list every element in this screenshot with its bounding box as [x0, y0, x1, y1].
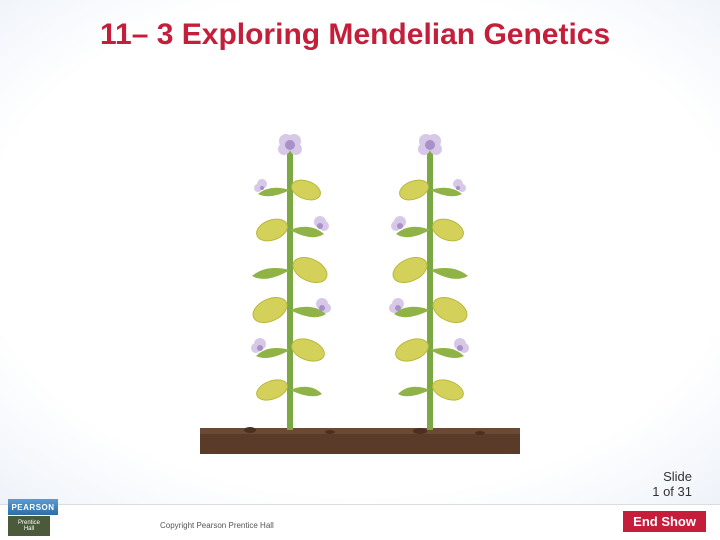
slide-title: 11– 3 Exploring Mendelian Genetics: [100, 18, 660, 53]
slide-counter-value: 1 of 31: [652, 484, 692, 500]
footer-bar: PEARSON Prentice Hall Copyright Pearson …: [0, 504, 720, 540]
pearson-logo: PEARSON: [8, 499, 58, 515]
publisher-logo: PEARSON Prentice Hall: [8, 499, 58, 536]
title-area: 11– 3 Exploring Mendelian Genetics: [100, 18, 660, 53]
end-show-button[interactable]: End Show: [623, 511, 706, 532]
prentice-label-2: Hall: [24, 526, 34, 532]
pea-plant-illustration: [180, 110, 540, 460]
prentice-hall-logo: Prentice Hall: [8, 516, 50, 536]
pea-plants-svg: [180, 110, 540, 460]
slide-counter: Slide 1 of 31: [652, 469, 692, 500]
slide-counter-label: Slide: [652, 469, 692, 485]
pearson-label: PEARSON: [8, 499, 58, 515]
copyright-text: Copyright Pearson Prentice Hall: [160, 521, 274, 530]
